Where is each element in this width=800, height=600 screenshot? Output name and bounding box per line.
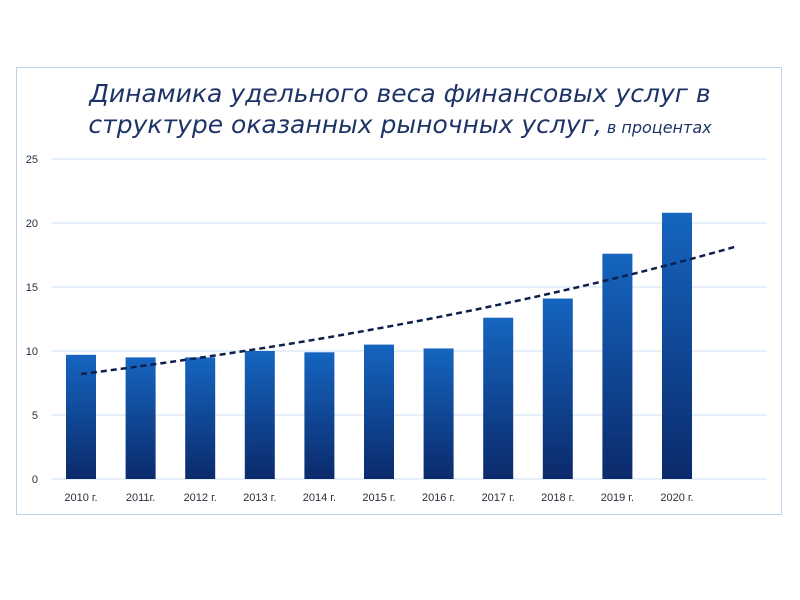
x-tick-label: 2010 г. [64,492,97,504]
x-tick-label: 2016 г. [422,492,455,504]
x-tick-label: 2017 г. [482,492,515,504]
bar [423,348,454,479]
bar [602,253,633,479]
chart-title-suffix: в процентах [606,118,712,137]
bar [542,298,573,479]
x-tick-label: 2015 г. [362,492,395,504]
y-tick-label: 15 [26,282,38,294]
x-tick-label: 2019 г. [601,492,634,504]
bar [66,354,96,479]
x-tick-label: 2012 г. [184,492,217,504]
x-tick-label: 2014 г. [303,492,336,504]
bar [304,352,335,479]
chart-title: Динамика удельного веса финансовых услуг… [0,78,800,143]
x-tick-label: 2020 г. [660,492,693,504]
bar [244,351,275,479]
y-tick-label: 25 [26,154,38,166]
bar [662,212,692,479]
y-tick-label: 10 [26,346,38,358]
bar [125,357,156,479]
x-tick-label: 2018 г. [541,492,574,504]
bar [364,344,394,479]
trendline [80,244,739,376]
x-tick-label: 2011г. [126,492,155,504]
bar [185,357,216,479]
chart-title-line1: Динамика удельного веса финансовых услуг… [89,79,711,108]
bar [483,317,514,479]
y-tick-label: 20 [26,218,38,230]
y-tick-label: 5 [32,410,38,422]
x-tick-label: 2013 г. [243,492,276,504]
y-tick-label: 0 [32,474,38,486]
chart-title-line2: структуре оказанных рыночных услуг, [88,110,602,139]
